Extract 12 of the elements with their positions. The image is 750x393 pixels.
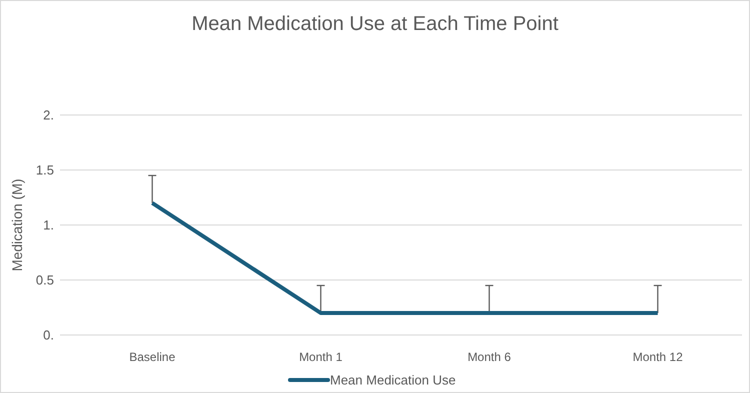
x-tick-label: Month 6 <box>468 350 512 364</box>
y-tick-label: 0.5 <box>36 272 54 288</box>
y-tick-label: 1.5 <box>36 162 54 178</box>
chart-title: Mean Medication Use at Each Time Point <box>192 13 559 35</box>
y-tick-label: 2. <box>43 108 54 123</box>
legend-label: Mean Medication Use <box>330 372 456 388</box>
y-axis-title: Medication (M) <box>9 178 25 272</box>
x-tick-label: Month 1 <box>299 350 343 364</box>
y-tick-label: 0. <box>43 328 54 343</box>
y-tick-label: 1. <box>43 218 54 233</box>
x-tick-label: Baseline <box>129 350 176 364</box>
x-tick-label: Month 12 <box>632 350 684 364</box>
